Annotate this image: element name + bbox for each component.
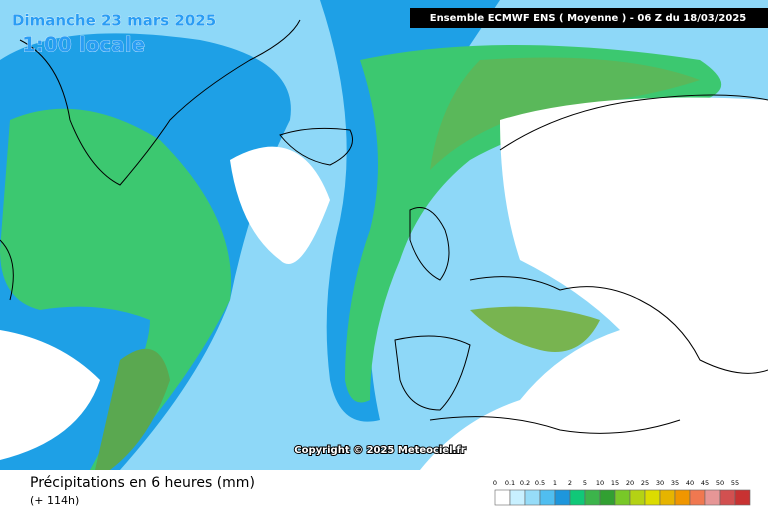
legend-label: 0.5: [535, 479, 545, 487]
legend-swatch: [719, 489, 736, 506]
legend: 0 0.1 0.2 0.5 1 2 5 10 15 20 25 30 35 40 45 50 55: [493, 479, 751, 506]
legend-swatch: [704, 489, 721, 506]
legend-swatch: [689, 489, 706, 506]
footer-title: Précipitations en 6 heures (mm): [30, 475, 255, 491]
legend-swatch: [629, 489, 646, 506]
legend-swatch: [524, 489, 541, 506]
run-info: Ensemble ECMWF ENS ( Moyenne ) - 06 Z du…: [430, 13, 747, 24]
legend-swatch: [734, 489, 751, 506]
legend-label: 10: [596, 479, 604, 487]
run-banner: [410, 8, 768, 28]
legend-label: 2: [568, 479, 572, 487]
legend-label: 35: [671, 479, 679, 487]
precip-green: [0, 108, 232, 470]
local-time: 1:00 locale: [22, 33, 145, 57]
legend-label: 40: [686, 479, 694, 487]
copyright: Copyright © 2025 Meteociel.fr: [294, 445, 465, 456]
legend-label: 20: [626, 479, 634, 487]
legend-swatch: [554, 489, 571, 506]
legend-label: 50: [716, 479, 724, 487]
legend-swatch: [569, 489, 586, 506]
legend-label: 30: [656, 479, 664, 487]
legend-swatch: [599, 489, 616, 506]
dry-area: [230, 146, 330, 264]
dry-europe: [420, 97, 768, 470]
legend-swatch: [584, 489, 601, 506]
date: Dimanche 23 mars 2025: [12, 12, 216, 30]
legend-label: 0.2: [520, 479, 530, 487]
legend-label: 55: [731, 479, 739, 487]
legend-label: 1: [553, 479, 557, 487]
precip-dark: [95, 348, 170, 470]
precip-dark: [430, 57, 700, 170]
legend-swatch: [644, 489, 661, 506]
coastlines: [0, 19, 768, 434]
legend-label: 0: [493, 479, 497, 487]
legend-label: 15: [611, 479, 619, 487]
dry-area: [0, 330, 100, 460]
legend-swatch: [614, 489, 631, 506]
legend-swatch: [494, 489, 511, 506]
legend-label: 5: [583, 479, 587, 487]
legend-label: 45: [701, 479, 709, 487]
footer-subtitle: (+ 114h): [30, 494, 79, 507]
precip-alps: [470, 306, 600, 352]
legend-label: 25: [641, 479, 649, 487]
legend-swatch: [509, 489, 526, 506]
legend-swatch: [674, 489, 691, 506]
legend-swatch: [659, 489, 676, 506]
legend-swatch: [539, 489, 556, 506]
legend-label: 0.1: [505, 479, 515, 487]
